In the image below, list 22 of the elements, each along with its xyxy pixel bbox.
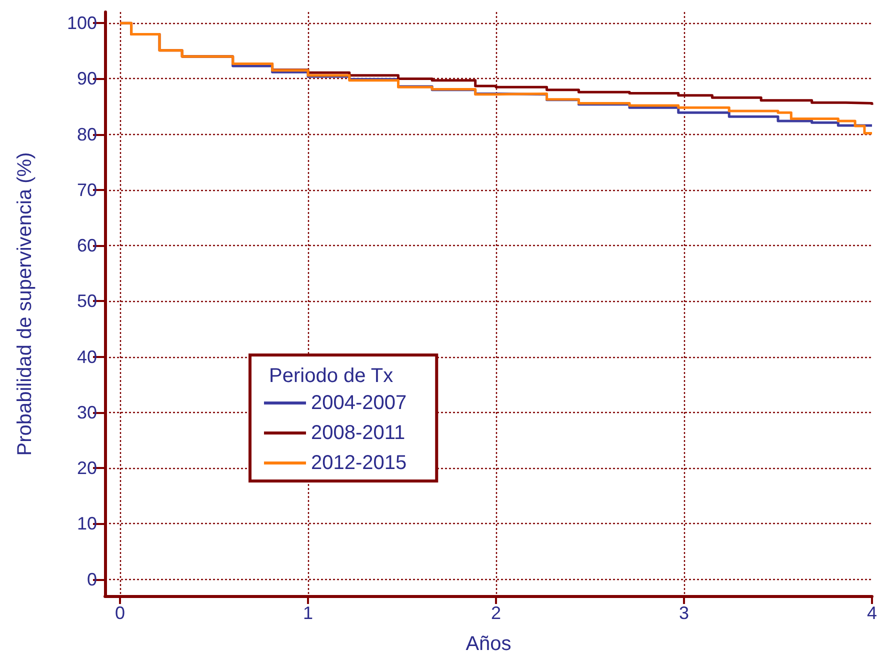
y-tick-label: 20 <box>76 458 97 478</box>
y-tick-label: 50 <box>76 291 97 312</box>
x-tick-label: 3 <box>679 603 690 623</box>
y-tick-label: 30 <box>76 402 97 422</box>
y-tick-label: 40 <box>76 346 97 367</box>
y-tick-label: 100 <box>66 13 97 34</box>
x-tick-label: 2 <box>491 603 502 623</box>
y-tick-label: 60 <box>76 236 97 256</box>
x-tick-label: 1 <box>303 603 314 623</box>
legend-label: 2012-2015 <box>311 452 407 474</box>
legend-title: Periodo de Tx <box>269 365 394 387</box>
y-axis-title: Probabilidad de supervivencia (%) <box>14 152 36 456</box>
x-axis-title: Años <box>466 633 512 655</box>
y-tick-label: 70 <box>76 180 97 200</box>
y-tick-label: 0 <box>86 569 97 590</box>
x-tick-label: 0 <box>115 603 126 623</box>
legend-label: 2008-2011 <box>311 422 406 444</box>
x-tick-label: 4 <box>866 603 877 623</box>
y-tick-label: 90 <box>76 68 97 89</box>
y-tick-label: 10 <box>76 514 97 534</box>
legend-label: 2004-2007 <box>311 392 407 414</box>
y-tick-label: 80 <box>76 124 97 144</box>
